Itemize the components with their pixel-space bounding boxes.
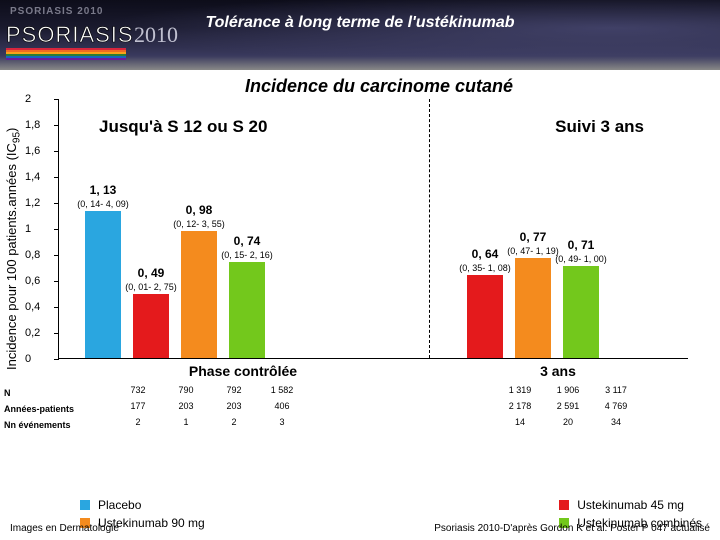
legend-item: Ustekinumab 45 mg [559, 496, 702, 514]
legend-swatch [80, 500, 90, 510]
y-tick-mark [54, 307, 59, 308]
bar-rect [133, 294, 169, 358]
stripe-1 [6, 48, 126, 50]
bar: 0, 71(0, 49- 1, 00) [563, 266, 599, 358]
stripe-2 [6, 50, 126, 52]
x-headers: Phase contrôlée 3 ans [58, 359, 688, 379]
content-area: Incidence pour 100 patients.années (IC95… [0, 70, 720, 490]
legend-label: Ustekinumab 45 mg [577, 496, 684, 514]
x-header-right: 3 ans [428, 363, 688, 379]
y-tick-mark [54, 255, 59, 256]
y-tick: 1,2 [25, 197, 40, 209]
y-tick-mark [54, 229, 59, 230]
table-cell: 4 769 [586, 401, 646, 411]
table-row-track: 1772032034062 1782 5914 769 [94, 401, 700, 417]
table-cell: 406 [252, 401, 312, 411]
footer: Images en Dermatologie Psoriasis 2010-D'… [10, 523, 710, 534]
y-tick: 2 [25, 93, 31, 105]
y-tick-mark [54, 177, 59, 178]
chart-title: Incidence du carcinome cutané [58, 76, 700, 97]
x-header-left: Phase contrôlée [58, 363, 428, 379]
bar: 1, 13(0, 14- 4, 09) [85, 211, 121, 358]
table-row-header: N [4, 388, 94, 398]
bar-ci-label: (0, 49- 1, 00) [555, 254, 607, 264]
slide-title: Tolérance à long terme de l'ustékinumab [0, 14, 720, 32]
table-row-track: 2123142034 [94, 417, 700, 433]
y-tick-mark [54, 281, 59, 282]
y-tick-mark [54, 125, 59, 126]
bar-ci-label: (0, 14- 4, 09) [77, 199, 129, 209]
legend-swatch [559, 500, 569, 510]
left-annotation: Jusqu'à S 12 ou S 20 [99, 117, 267, 137]
y-axis-label-post: ) [4, 128, 19, 132]
y-tick: 0,6 [25, 275, 40, 287]
bar-rect [563, 266, 599, 358]
bar: 0, 64(0, 35- 1, 08) [467, 275, 503, 358]
table-row-header: Années-patients [4, 404, 94, 414]
bar-ci-label: (0, 35- 1, 08) [459, 263, 511, 273]
y-tick-mark [54, 151, 59, 152]
bar-value-label: 1, 13 [90, 183, 117, 197]
stripe-6 [6, 58, 126, 60]
legend-label: Placebo [98, 496, 141, 514]
table-cell: 3 117 [586, 385, 646, 395]
y-axis-label-sub: 95 [12, 132, 23, 143]
table-cell: 1 582 [252, 385, 312, 395]
right-annotation: Suivi 3 ans [555, 117, 644, 137]
y-tick: 1,4 [25, 171, 40, 183]
slide-root: PSORIASIS 2010 PSORIASIS 2010 Tolérance … [0, 0, 720, 540]
bar-rect [515, 258, 551, 358]
y-tick: 1,8 [25, 119, 40, 131]
table-row: Années-patients1772032034062 1782 5914 7… [58, 401, 700, 417]
bar-value-label: 0, 49 [138, 266, 165, 280]
bar-value-label: 0, 71 [568, 238, 595, 252]
y-tick: 0,2 [25, 327, 40, 339]
bar-value-label: 0, 74 [234, 234, 261, 248]
table-row: Nn événements2123142034 [58, 417, 700, 433]
y-tick-mark [54, 333, 59, 334]
group-separator [429, 99, 430, 358]
y-tick: 0 [25, 353, 31, 365]
bar-ci-label: (0, 12- 3, 55) [173, 219, 225, 229]
y-tick: 0,8 [25, 249, 40, 261]
y-tick-mark [54, 359, 59, 360]
bar-rect [181, 231, 217, 358]
legend-item: Placebo [80, 496, 205, 514]
y-axis-label-pre: Incidence pour 100 patients.années (IC [4, 143, 19, 370]
bar-value-label: 0, 77 [520, 230, 547, 244]
footer-right: Psoriasis 2010-D'après Gordon K et al. P… [434, 523, 710, 534]
chart-stage: Jusqu'à S 12 ou S 20 Suivi 3 ans 00,20,4… [58, 99, 688, 359]
bar: 0, 77(0, 47- 1, 19) [515, 258, 551, 358]
table-cell: 3 [252, 417, 312, 427]
bar-rect [85, 211, 121, 358]
bar-ci-label: (0, 15- 2, 16) [221, 250, 273, 260]
y-tick: 1 [25, 223, 31, 235]
bar-rect [467, 275, 503, 358]
bar-rect [229, 262, 265, 358]
bar-value-label: 0, 98 [186, 203, 213, 217]
y-tick-mark [54, 99, 59, 100]
y-axis-label: Incidence pour 100 patients.années (IC95… [4, 128, 23, 370]
table-row: N7327907921 5821 3191 9063 117 [58, 385, 700, 401]
y-tick-mark [54, 203, 59, 204]
y-tick: 1,6 [25, 145, 40, 157]
bar: 0, 49(0, 01- 2, 75) [133, 294, 169, 358]
data-table: N7327907921 5821 3191 9063 117Années-pat… [58, 385, 700, 433]
bar: 0, 74(0, 15- 2, 16) [229, 262, 265, 358]
stripe-3 [6, 52, 126, 54]
bar: 0, 98(0, 12- 3, 55) [181, 231, 217, 358]
brand-stripes [6, 48, 126, 60]
table-row-track: 7327907921 5821 3191 9063 117 [94, 385, 700, 401]
table-row-header: Nn événements [4, 420, 94, 430]
bar-ci-label: (0, 47- 1, 19) [507, 246, 559, 256]
y-tick: 0,4 [25, 301, 40, 313]
stripe-4 [6, 54, 126, 56]
stripe-5 [6, 56, 126, 58]
footer-left: Images en Dermatologie [10, 523, 119, 534]
bar-value-label: 0, 64 [472, 247, 499, 261]
slide-header: PSORIASIS 2010 PSORIASIS 2010 Tolérance … [0, 0, 720, 70]
bar-ci-label: (0, 01- 2, 75) [125, 282, 177, 292]
table-cell: 34 [586, 417, 646, 427]
